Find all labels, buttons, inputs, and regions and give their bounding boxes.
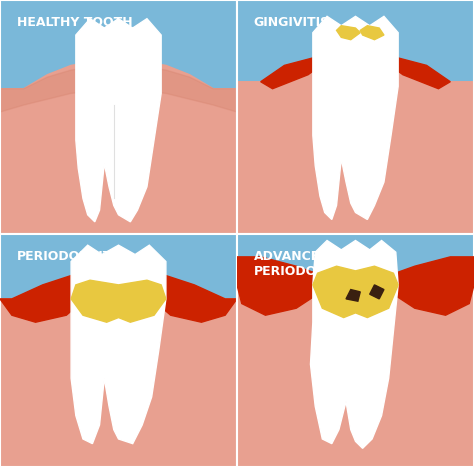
Polygon shape: [237, 56, 474, 234]
Polygon shape: [370, 285, 384, 299]
Text: GINGIVITIS: GINGIVITIS: [254, 16, 330, 29]
Text: PERIODONTITIS: PERIODONTITIS: [17, 250, 126, 263]
Polygon shape: [0, 276, 90, 322]
Polygon shape: [313, 266, 398, 318]
Text: HEALTHY TOOTH: HEALTHY TOOTH: [17, 16, 132, 29]
Polygon shape: [384, 56, 450, 89]
Polygon shape: [71, 280, 166, 322]
Polygon shape: [346, 290, 360, 301]
Polygon shape: [261, 56, 327, 89]
Polygon shape: [0, 63, 237, 112]
Polygon shape: [0, 58, 237, 234]
Polygon shape: [0, 280, 237, 467]
Polygon shape: [71, 245, 166, 444]
Polygon shape: [360, 26, 384, 40]
Polygon shape: [147, 276, 237, 322]
Polygon shape: [310, 241, 398, 448]
Text: ADVANCED
PERIODONTITIS: ADVANCED PERIODONTITIS: [254, 250, 363, 278]
Polygon shape: [313, 16, 398, 219]
Polygon shape: [389, 257, 474, 315]
Polygon shape: [337, 26, 360, 40]
Polygon shape: [76, 19, 161, 222]
Polygon shape: [237, 257, 322, 315]
Polygon shape: [237, 271, 474, 467]
